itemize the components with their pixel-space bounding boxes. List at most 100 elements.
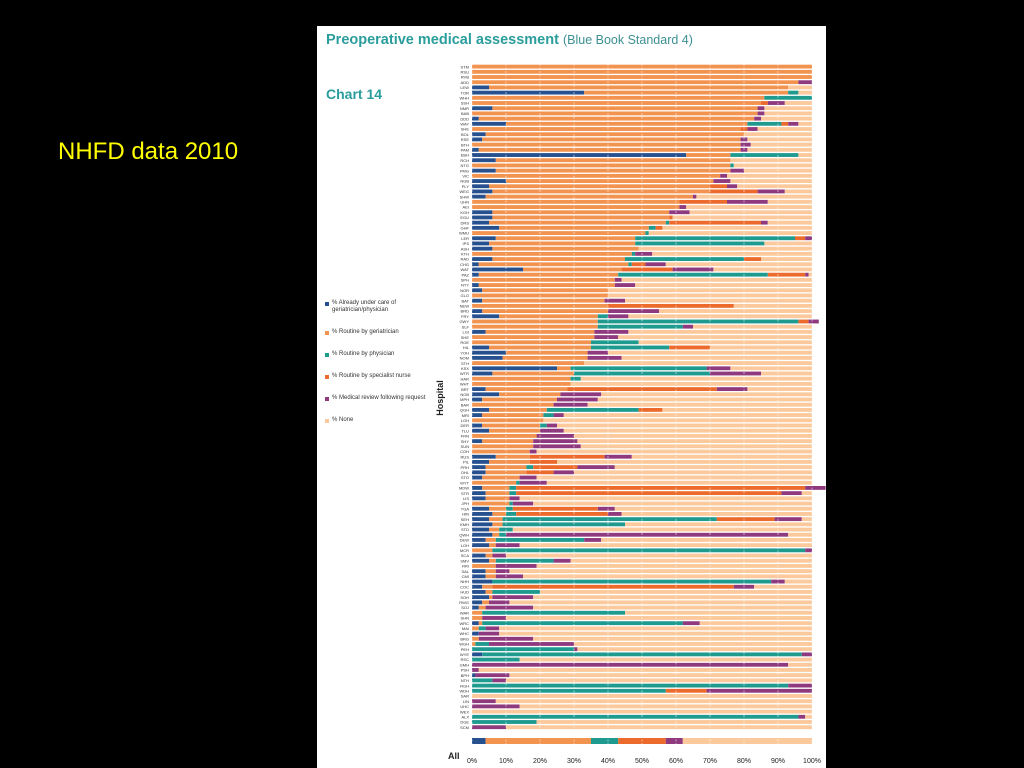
x-tick-label: 10% bbox=[499, 758, 513, 765]
bar-segment bbox=[591, 345, 670, 350]
bar-segment bbox=[747, 147, 812, 152]
bar-segment bbox=[492, 189, 710, 194]
x-tick-label: 90% bbox=[771, 758, 785, 765]
category-label: STR bbox=[461, 491, 469, 496]
category-label: BAT bbox=[462, 298, 470, 303]
bar-segment bbox=[502, 517, 717, 522]
bar-segment bbox=[506, 553, 812, 558]
bar-segment bbox=[472, 595, 489, 600]
bar-segment bbox=[584, 90, 789, 95]
bar-segment bbox=[730, 366, 812, 371]
bar-segment bbox=[795, 236, 806, 241]
bar-segment bbox=[489, 345, 591, 350]
bar-segment bbox=[472, 584, 483, 589]
bar-segment bbox=[472, 246, 493, 251]
bar-segment bbox=[716, 387, 748, 392]
category-label: WGH bbox=[459, 642, 469, 647]
category-label: NOM bbox=[460, 356, 469, 361]
bar-segment bbox=[710, 371, 761, 376]
bar-segment bbox=[662, 225, 812, 230]
bar-segment bbox=[472, 324, 598, 329]
bar-segment bbox=[533, 501, 812, 506]
bar-segment bbox=[489, 517, 503, 522]
bar-segment bbox=[764, 111, 812, 116]
bar-segment bbox=[689, 210, 812, 215]
bar-segment bbox=[502, 522, 625, 527]
bar-segment bbox=[472, 605, 479, 610]
bar-segment bbox=[472, 236, 496, 241]
bar-segment bbox=[495, 538, 585, 542]
bar-segment bbox=[472, 725, 506, 730]
bar-segment bbox=[472, 241, 489, 246]
chart-number: Chart 14 bbox=[326, 86, 383, 102]
category-label: RSU bbox=[461, 69, 470, 74]
category-label: SHE bbox=[461, 335, 470, 340]
category-label: NEW bbox=[460, 304, 470, 309]
bar-segment bbox=[672, 267, 714, 272]
bar-segment bbox=[472, 517, 489, 522]
bar-segment bbox=[495, 454, 530, 459]
bar-segment bbox=[727, 199, 768, 204]
category-label: NHH bbox=[460, 579, 469, 584]
category-label: NTY bbox=[461, 283, 469, 288]
bar-segment bbox=[591, 340, 639, 345]
legend-swatch bbox=[325, 353, 329, 357]
bar-segment bbox=[472, 662, 789, 667]
category-label: BRG bbox=[460, 636, 469, 641]
bar-segment bbox=[492, 106, 758, 111]
bar-segment bbox=[519, 657, 812, 662]
bar-segment bbox=[475, 642, 489, 646]
bar-segment bbox=[808, 272, 812, 277]
bar-segment bbox=[506, 121, 748, 126]
bar-segment bbox=[482, 309, 608, 313]
bar-segment bbox=[533, 636, 812, 641]
bar-segment bbox=[720, 173, 727, 178]
category-label: WAT bbox=[461, 267, 470, 272]
bar-segment bbox=[478, 262, 629, 267]
category-label: BAR bbox=[461, 402, 469, 407]
bar-segment bbox=[478, 605, 486, 610]
bar-segment bbox=[580, 444, 812, 449]
bar-segment bbox=[706, 366, 731, 371]
bar-segment bbox=[788, 662, 812, 667]
category-label: UHN bbox=[460, 200, 469, 205]
x-tick-label: 80% bbox=[737, 758, 751, 765]
category-label: BTH bbox=[461, 142, 469, 147]
bar-segment bbox=[489, 459, 530, 464]
bar-segment bbox=[546, 480, 812, 485]
bar-segment bbox=[472, 454, 496, 459]
category-label: GWY bbox=[459, 319, 469, 324]
category-label: MPH bbox=[460, 397, 469, 402]
bar-segment bbox=[516, 491, 782, 496]
bar-segment bbox=[788, 683, 812, 688]
category-label: WEG bbox=[459, 189, 469, 194]
category-label: LIS bbox=[463, 496, 469, 501]
bar-segment bbox=[472, 720, 537, 724]
category-label: STH bbox=[461, 361, 469, 366]
bar-segment bbox=[696, 194, 812, 199]
category-label: LEW bbox=[460, 85, 469, 90]
x-tick-label: 20% bbox=[533, 758, 547, 765]
bar-segment bbox=[485, 470, 527, 475]
category-label: HIN bbox=[462, 512, 469, 517]
bar-segment bbox=[472, 631, 479, 636]
category-label: HUD bbox=[460, 590, 469, 595]
bar-segment bbox=[608, 512, 622, 516]
bar-segment bbox=[472, 272, 479, 277]
legend-label: % Routine by specialist nurse bbox=[332, 373, 411, 379]
bar-segment bbox=[710, 345, 812, 350]
bar-segment bbox=[557, 397, 598, 402]
bar-segment bbox=[472, 626, 479, 631]
bar-segment bbox=[499, 631, 812, 636]
bar-segment bbox=[478, 668, 812, 672]
bar-segment bbox=[472, 116, 479, 121]
bar-segment bbox=[536, 433, 574, 438]
bar-segment bbox=[482, 486, 510, 490]
category-label: NMR bbox=[460, 106, 469, 111]
legend-swatch bbox=[325, 397, 329, 401]
bar-segment bbox=[472, 376, 571, 381]
category-label: KSX bbox=[461, 366, 469, 371]
bar-segment bbox=[553, 402, 588, 407]
bar-segment bbox=[621, 355, 812, 360]
bar-segment bbox=[506, 179, 714, 183]
